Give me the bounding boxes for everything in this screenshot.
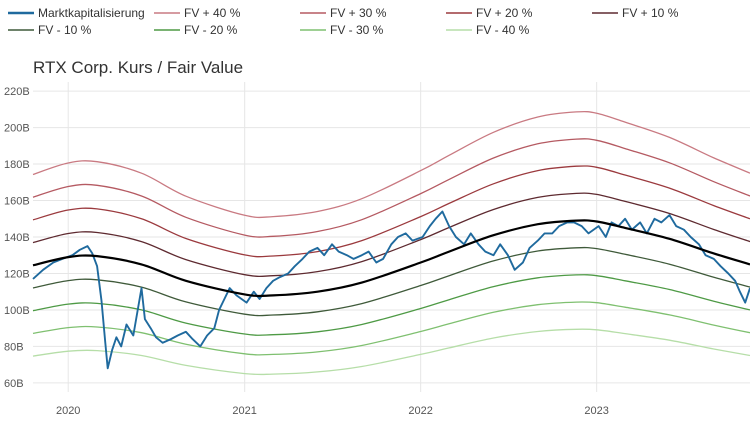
x-tick-label: 2023 <box>584 405 608 417</box>
legend-item[interactable]: FV - 10 % <box>8 23 92 37</box>
grid <box>33 82 750 392</box>
axes: 60B 80B 100B 120B 140B 160B 180B 200B 220B 2020 20… <box>4 86 609 417</box>
market-cap-series <box>32 210 750 370</box>
legend-item[interactable]: Marktkapitalisierung <box>8 6 145 20</box>
fair-value-line <box>32 219 750 298</box>
legend-label: FV + 20 % <box>476 6 533 20</box>
legend-label: FV - 30 % <box>330 23 384 37</box>
x-tick-label: 2020 <box>56 405 80 417</box>
legend-label: Marktkapitalisierung <box>38 6 145 20</box>
y-tick-label: 160B <box>4 196 30 208</box>
band-line-fv-40- <box>32 110 750 219</box>
band-line-fv-40- <box>32 328 750 376</box>
y-tick-label: 60B <box>4 378 24 390</box>
band-line-fv-20- <box>32 274 750 336</box>
x-tick-label: 2021 <box>232 405 256 417</box>
fair-value-series <box>32 219 750 298</box>
legend-item[interactable]: FV + 40 % <box>154 6 241 20</box>
legend-item[interactable]: FV + 10 % <box>592 6 679 20</box>
x-tick-label: 2022 <box>408 405 432 417</box>
y-tick-label: 220B <box>4 86 30 98</box>
band-line-fv-10- <box>32 192 750 278</box>
y-tick-label: 80B <box>4 341 24 353</box>
legend-item[interactable]: FV + 20 % <box>446 6 533 20</box>
fair-value-bands <box>32 110 750 376</box>
legend-item[interactable]: FV + 30 % <box>300 6 387 20</box>
legend-label: FV - 40 % <box>476 23 530 37</box>
y-tick-label: 100B <box>4 305 30 317</box>
band-line-fv-30- <box>32 301 750 356</box>
y-tick-label: 140B <box>4 232 30 244</box>
y-tick-label: 180B <box>4 159 30 171</box>
band-line-fv-20- <box>32 165 750 258</box>
legend-label: FV + 40 % <box>184 6 241 20</box>
y-tick-label: 200B <box>4 123 30 135</box>
legend[interactable]: Marktkapitalisierung FV + 40 % FV + 30 % FV… <box>8 6 679 37</box>
y-tick-label: 120B <box>4 268 30 280</box>
legend-item[interactable]: FV - 20 % <box>154 23 238 37</box>
market-cap-line <box>32 210 750 370</box>
legend-label: FV + 30 % <box>330 6 387 20</box>
legend-label: FV + 10 % <box>622 6 679 20</box>
band-line-fv-30- <box>32 138 750 238</box>
legend-label: FV - 20 % <box>184 23 238 37</box>
legend-item[interactable]: FV - 40 % <box>446 23 530 37</box>
legend-label: FV - 10 % <box>38 23 92 37</box>
legend-item[interactable]: FV - 30 % <box>300 23 384 37</box>
chart-title: RTX Corp. Kurs / Fair Value <box>33 58 243 77</box>
band-line-fv-10- <box>32 246 750 317</box>
